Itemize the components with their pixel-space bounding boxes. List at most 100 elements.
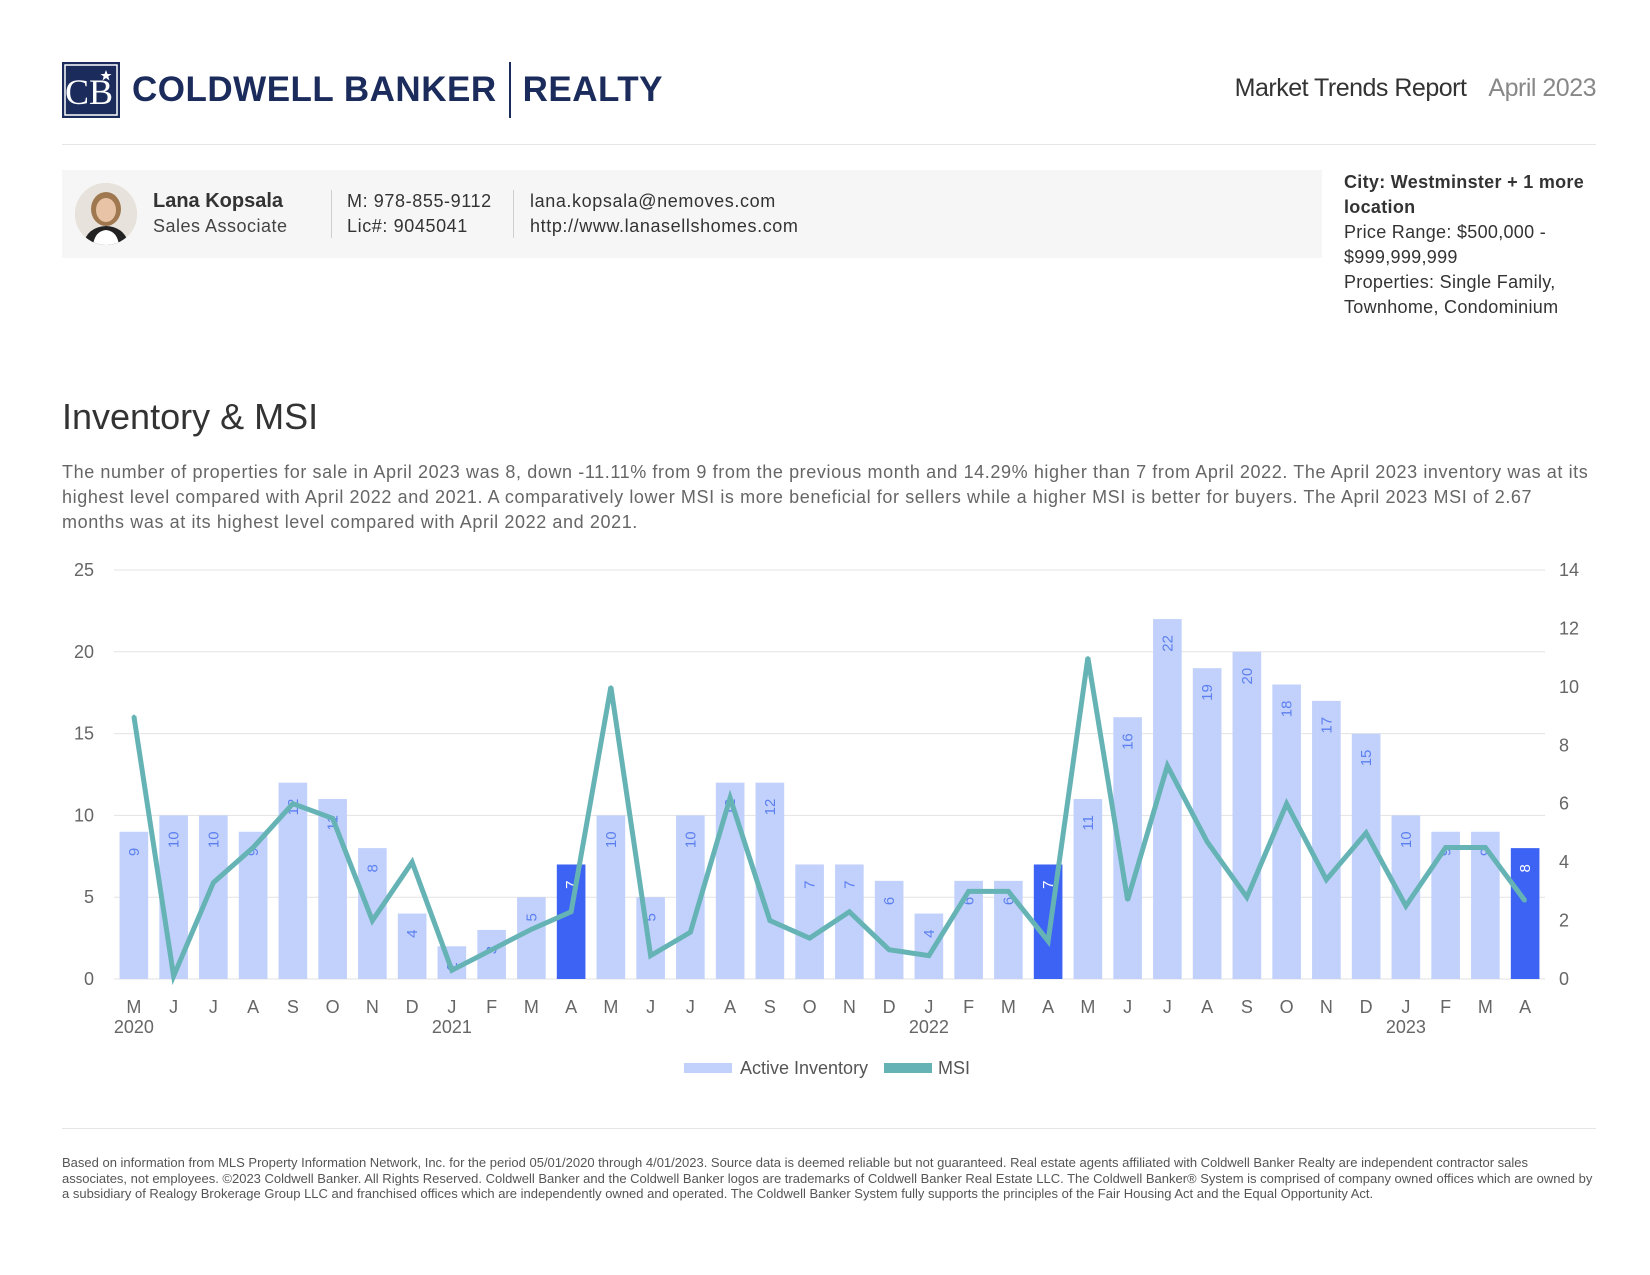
y-left-tick-label: 10 xyxy=(74,805,94,825)
msi-point xyxy=(927,954,931,958)
msi-point xyxy=(1483,846,1487,850)
agent-card: Lana Kopsala Sales Associate M: 978-855-… xyxy=(62,170,1322,258)
inventory-bar-label: 10 xyxy=(205,831,222,848)
msi-point xyxy=(331,816,335,820)
x-tick-label: S xyxy=(764,997,776,1017)
y-right-tick-label: 2 xyxy=(1559,911,1569,931)
section-description: The number of properties for sale in Apr… xyxy=(62,462,1589,532)
filter-properties: Properties: Single Family, Townhome, Con… xyxy=(1344,272,1559,317)
inventory-bar-label: 7 xyxy=(802,880,819,888)
inventory-bar xyxy=(636,897,665,979)
legend-inventory-swatch xyxy=(684,1063,732,1073)
inventory-bar xyxy=(556,864,586,979)
x-tick-label: J xyxy=(209,997,218,1017)
msi-point xyxy=(529,927,533,931)
inventory-bar-label: 12 xyxy=(762,799,779,816)
inventory-bar-label: 9 xyxy=(126,848,143,856)
section-title: Inventory & MSI xyxy=(62,396,319,437)
msi-point xyxy=(1006,889,1010,893)
x-tick-label: A xyxy=(1519,997,1531,1017)
cb-logo-icon: CB xyxy=(62,62,120,118)
msi-point xyxy=(211,881,215,885)
y-right-tick-label: 12 xyxy=(1559,618,1579,638)
inventory-bar-label: 18 xyxy=(1279,701,1296,718)
x-tick-label: S xyxy=(287,997,299,1017)
x-tick-label: F xyxy=(1440,997,1451,1017)
x-year-label: 2022 xyxy=(909,1017,949,1037)
inventory-bar xyxy=(795,864,824,979)
inventory-bar xyxy=(1391,815,1421,979)
agent-website-link[interactable]: http://www.lanasellshomes.com xyxy=(530,216,799,236)
inventory-bar-label: 5 xyxy=(523,913,540,921)
msi-point xyxy=(450,968,454,972)
agent-name: Lana Kopsala xyxy=(153,190,284,212)
inventory-bar-label: 8 xyxy=(364,864,381,872)
report-header: CB COLDWELL BANKER REALTY Market Trends … xyxy=(62,60,1596,145)
msi-point xyxy=(728,796,732,800)
inventory-bar xyxy=(119,831,149,979)
inventory-msi-chart: 0510152025024681012149101091211842357105… xyxy=(74,560,1579,1078)
y-left-tick-label: 5 xyxy=(84,887,94,907)
x-tick-label: M xyxy=(1001,997,1016,1017)
inventory-bar-label: 4 xyxy=(404,930,421,938)
inventory-bar-label: 10 xyxy=(166,831,183,848)
msi-point xyxy=(847,910,851,914)
inventory-bar-label: 11 xyxy=(1080,815,1097,831)
x-tick-label: A xyxy=(565,997,577,1017)
x-tick-label: M xyxy=(1478,997,1493,1017)
inventory-bar-label: 19 xyxy=(1199,684,1216,701)
msi-point xyxy=(1165,764,1169,768)
inventory-bar xyxy=(874,880,904,979)
inventory-bar-label: 10 xyxy=(682,831,699,848)
filter-price-range: Price Range: $500,000 - $999,999,999 xyxy=(1344,222,1547,267)
x-tick-label: D xyxy=(406,997,419,1017)
inventory-bar xyxy=(1351,733,1381,979)
agent-mobile: M: 978-855-9112 xyxy=(347,191,492,211)
x-tick-label: J xyxy=(1123,997,1132,1017)
msi-point xyxy=(808,936,812,940)
inventory-bar-label: 7 xyxy=(563,880,580,888)
inventory-bar xyxy=(994,880,1023,979)
x-tick-label: J xyxy=(646,997,655,1017)
x-tick-label: J xyxy=(686,997,695,1017)
inventory-bar-label: 10 xyxy=(1398,831,1415,848)
inventory-bar-label: 17 xyxy=(1318,717,1335,734)
y-left-tick-label: 25 xyxy=(74,560,94,580)
inventory-bar-label: 16 xyxy=(1120,733,1137,750)
inventory-bar xyxy=(1312,700,1341,979)
agent-license: Lic#: 9045041 xyxy=(347,216,468,236)
msi-point xyxy=(1324,878,1328,882)
x-tick-label: J xyxy=(169,997,178,1017)
x-year-label: 2020 xyxy=(114,1017,154,1037)
inventory-bar-label: 7 xyxy=(841,880,858,888)
brand-name-left: COLDWELL BANKER xyxy=(132,70,497,109)
msi-point xyxy=(1404,904,1408,908)
inventory-bar-label: 9 xyxy=(245,848,262,856)
inventory-bar xyxy=(596,815,626,979)
agent-email-link[interactable]: lana.kopsala@nemoves.com xyxy=(530,191,776,211)
inventory-bar-label: 22 xyxy=(1159,635,1176,652)
msi-point xyxy=(172,974,176,978)
inventory-bar xyxy=(715,782,745,979)
disclaimer-footer: Based on information from MLS Property I… xyxy=(62,1155,1593,1201)
inventory-bar-label: 6 xyxy=(881,897,898,905)
inventory-bar xyxy=(358,848,387,979)
msi-point xyxy=(1285,802,1289,806)
footer-divider xyxy=(62,1128,1596,1129)
inventory-bar xyxy=(318,799,347,979)
msi-point xyxy=(370,919,374,923)
x-tick-label: S xyxy=(1241,997,1253,1017)
inventory-bar-label: 8 xyxy=(1517,864,1534,872)
x-tick-label: O xyxy=(803,997,817,1017)
agent-divider-2 xyxy=(513,190,514,238)
inventory-bar xyxy=(954,880,983,979)
x-tick-label: M xyxy=(126,997,141,1017)
y-right-tick-label: 4 xyxy=(1559,852,1569,872)
inventory-bar xyxy=(199,815,228,979)
inventory-bar-label: 4 xyxy=(921,930,938,938)
msi-point xyxy=(1086,656,1090,660)
x-tick-label: F xyxy=(486,997,497,1017)
brand-divider xyxy=(508,62,511,118)
y-left-tick-label: 0 xyxy=(84,969,94,989)
msi-point xyxy=(569,910,573,914)
